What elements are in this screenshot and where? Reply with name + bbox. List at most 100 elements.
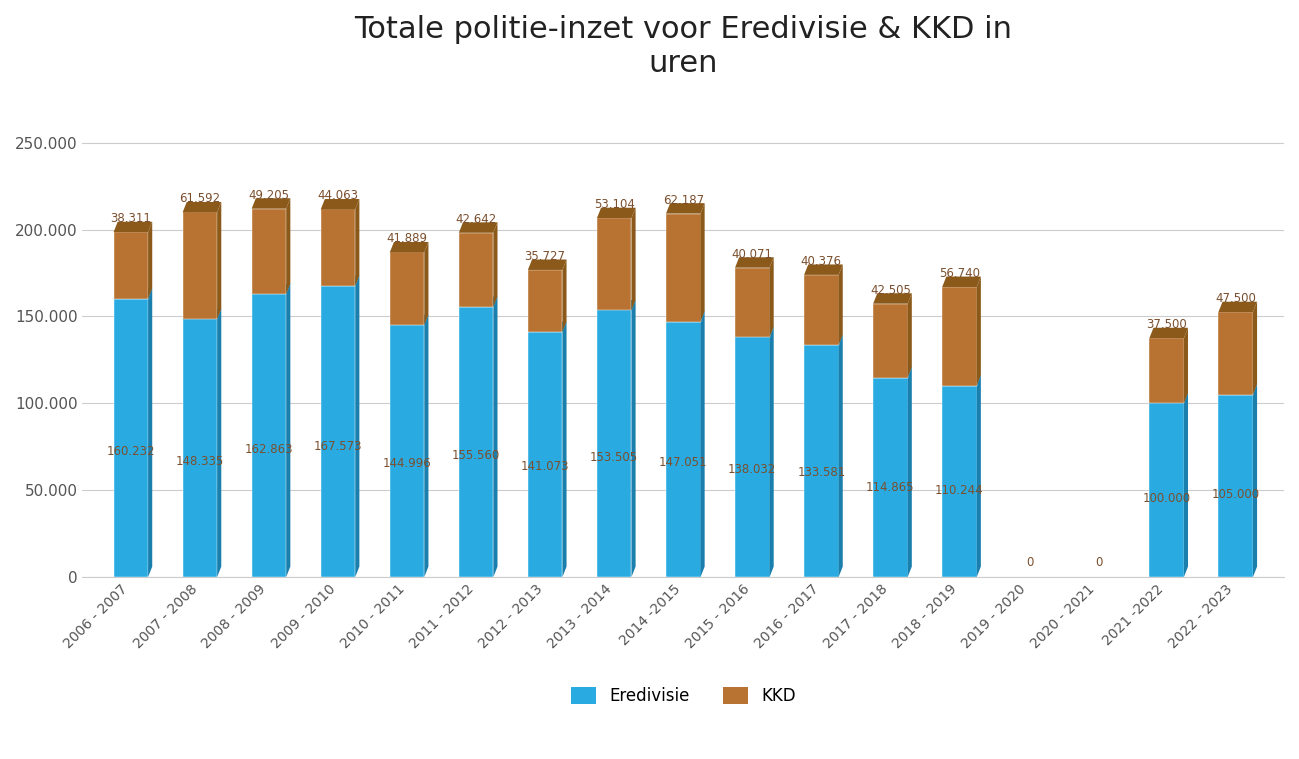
Polygon shape — [735, 257, 774, 268]
Bar — [183, 213, 217, 320]
Polygon shape — [804, 335, 843, 345]
Text: 35.727: 35.727 — [525, 250, 565, 263]
Bar — [252, 294, 286, 577]
Bar — [1218, 312, 1254, 395]
Text: 62.187: 62.187 — [662, 194, 704, 206]
Polygon shape — [355, 276, 360, 577]
Polygon shape — [631, 300, 635, 577]
Polygon shape — [321, 276, 360, 286]
Polygon shape — [459, 297, 498, 307]
Polygon shape — [1254, 302, 1257, 395]
Polygon shape — [598, 300, 635, 310]
Bar — [183, 320, 217, 577]
Polygon shape — [1183, 328, 1189, 403]
Text: 153.505: 153.505 — [590, 451, 638, 464]
Bar — [321, 209, 355, 286]
Bar — [873, 377, 908, 577]
Text: 40.071: 40.071 — [731, 247, 773, 261]
Bar — [390, 325, 425, 577]
Polygon shape — [355, 199, 360, 286]
Text: 41.889: 41.889 — [387, 232, 427, 245]
Bar — [1218, 395, 1254, 577]
Text: 141.073: 141.073 — [521, 460, 569, 474]
Polygon shape — [527, 260, 566, 270]
Polygon shape — [286, 284, 291, 577]
Polygon shape — [1150, 393, 1189, 403]
Bar — [113, 299, 148, 577]
Legend: Eredivisie, KKD: Eredivisie, KKD — [564, 681, 803, 712]
Polygon shape — [113, 222, 152, 232]
Bar — [598, 218, 631, 310]
Polygon shape — [769, 327, 774, 577]
Polygon shape — [183, 309, 221, 320]
Polygon shape — [252, 198, 291, 209]
Polygon shape — [942, 375, 981, 386]
Bar — [252, 209, 286, 294]
Bar — [390, 253, 425, 325]
Polygon shape — [908, 293, 912, 377]
Text: 53.104: 53.104 — [594, 198, 635, 211]
Text: 40.376: 40.376 — [801, 255, 842, 268]
Polygon shape — [1183, 393, 1189, 577]
Bar — [666, 322, 700, 577]
Bar — [1150, 339, 1183, 403]
Text: 49.205: 49.205 — [248, 189, 290, 202]
Bar — [942, 287, 977, 386]
Bar — [459, 307, 494, 577]
Polygon shape — [148, 222, 152, 299]
Bar — [666, 213, 700, 322]
Text: 167.573: 167.573 — [314, 439, 362, 452]
Title: Totale politie-inzet voor Eredivisie & KKD in
uren: Totale politie-inzet voor Eredivisie & K… — [355, 15, 1012, 77]
Polygon shape — [1218, 302, 1257, 312]
Bar — [1150, 403, 1183, 577]
Text: 148.335: 148.335 — [175, 455, 223, 468]
Bar — [873, 304, 908, 377]
Polygon shape — [839, 264, 843, 345]
Polygon shape — [425, 242, 429, 325]
Bar — [598, 310, 631, 577]
Bar — [459, 233, 494, 307]
Text: 44.063: 44.063 — [317, 190, 359, 203]
Polygon shape — [700, 311, 704, 577]
Polygon shape — [598, 208, 635, 218]
Polygon shape — [666, 311, 704, 322]
Text: 42.642: 42.642 — [456, 213, 496, 226]
Polygon shape — [252, 284, 291, 294]
Text: 38.311: 38.311 — [110, 213, 151, 225]
Bar — [321, 286, 355, 577]
Text: 147.051: 147.051 — [659, 455, 708, 468]
Polygon shape — [1254, 384, 1257, 577]
Polygon shape — [183, 202, 221, 213]
Text: 144.996: 144.996 — [383, 457, 431, 470]
Bar — [735, 268, 769, 337]
Bar — [804, 345, 839, 577]
Polygon shape — [666, 203, 704, 213]
Polygon shape — [873, 367, 912, 377]
Polygon shape — [735, 327, 774, 337]
Bar — [804, 275, 839, 345]
Polygon shape — [804, 264, 843, 275]
Text: 138.032: 138.032 — [729, 463, 777, 476]
Polygon shape — [977, 276, 981, 386]
Polygon shape — [631, 208, 635, 310]
Polygon shape — [908, 367, 912, 577]
Polygon shape — [769, 257, 774, 337]
Polygon shape — [459, 222, 498, 233]
Polygon shape — [286, 198, 291, 294]
Polygon shape — [1150, 328, 1189, 339]
Text: 133.581: 133.581 — [798, 466, 846, 479]
Polygon shape — [839, 335, 843, 577]
Polygon shape — [390, 242, 429, 253]
Text: 42.505: 42.505 — [870, 284, 911, 297]
Polygon shape — [562, 322, 566, 577]
Polygon shape — [942, 276, 981, 287]
Text: 110.244: 110.244 — [935, 484, 983, 497]
Text: 105.000: 105.000 — [1212, 489, 1260, 502]
Bar — [942, 386, 977, 577]
Text: 47.500: 47.500 — [1216, 292, 1256, 305]
Bar — [527, 332, 562, 577]
Text: 162.863: 162.863 — [244, 443, 294, 456]
Text: 0: 0 — [1026, 556, 1034, 569]
Polygon shape — [425, 315, 429, 577]
Text: 61.592: 61.592 — [179, 193, 221, 206]
